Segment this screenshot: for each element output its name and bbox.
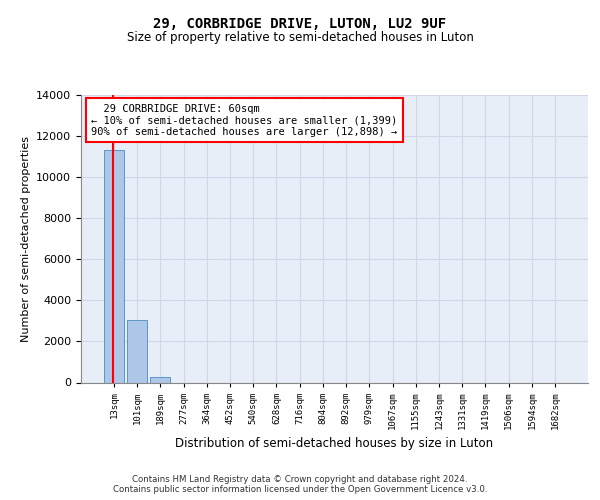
- Bar: [151, 378, 170, 382]
- Text: Contains HM Land Registry data © Crown copyright and database right 2024.
Contai: Contains HM Land Registry data © Crown c…: [113, 474, 487, 494]
- Y-axis label: Number of semi-detached properties: Number of semi-detached properties: [20, 136, 31, 342]
- Text: Size of property relative to semi-detached houses in Luton: Size of property relative to semi-detach…: [127, 31, 473, 44]
- Bar: [104, 150, 124, 382]
- Text: 29, CORBRIDGE DRIVE, LUTON, LU2 9UF: 29, CORBRIDGE DRIVE, LUTON, LU2 9UF: [154, 18, 446, 32]
- X-axis label: Distribution of semi-detached houses by size in Luton: Distribution of semi-detached houses by …: [175, 438, 494, 450]
- Text: 29 CORBRIDGE DRIVE: 60sqm
← 10% of semi-detached houses are smaller (1,399)
90% : 29 CORBRIDGE DRIVE: 60sqm ← 10% of semi-…: [91, 104, 397, 137]
- Bar: [127, 320, 147, 382]
